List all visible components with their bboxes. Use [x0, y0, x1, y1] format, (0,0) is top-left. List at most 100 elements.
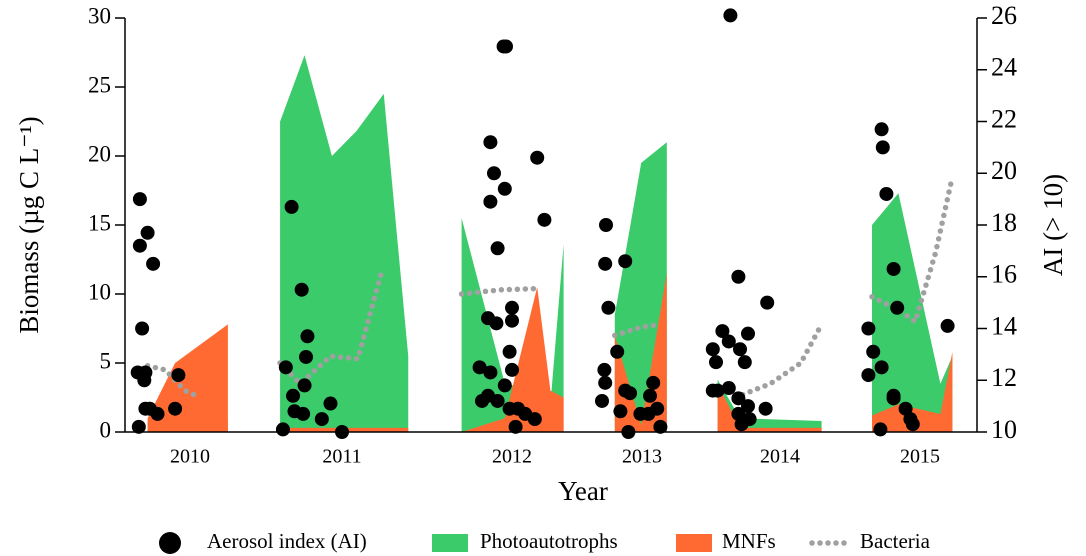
point — [741, 326, 755, 341]
point — [940, 318, 955, 333]
point — [861, 321, 876, 336]
point — [646, 375, 661, 390]
point — [505, 300, 519, 315]
point — [475, 393, 489, 408]
point — [472, 360, 487, 375]
point — [490, 393, 505, 408]
y2-tick-label: 10 — [991, 415, 1017, 444]
point — [737, 355, 752, 370]
point — [890, 300, 905, 315]
y-tick-label: 15 — [88, 210, 111, 235]
area — [147, 324, 228, 432]
point — [705, 383, 720, 398]
point — [873, 422, 888, 437]
point — [275, 422, 290, 437]
point — [294, 282, 309, 297]
point — [741, 399, 755, 414]
point — [487, 166, 501, 181]
lines — [144, 173, 956, 401]
point — [505, 313, 519, 328]
y-tick-label: 5 — [100, 348, 112, 373]
y2-tick-label: 20 — [991, 156, 1017, 185]
point — [483, 194, 498, 209]
point — [483, 365, 498, 380]
point — [721, 381, 736, 396]
x-axis-title: Year — [558, 476, 608, 506]
point — [643, 388, 657, 403]
point — [530, 150, 545, 165]
y-tick-label: 30 — [88, 3, 111, 28]
y2-tick-label: 16 — [991, 260, 1017, 289]
point — [140, 225, 155, 240]
legend-label: Aerosol index (AI) — [207, 529, 367, 553]
point — [132, 192, 147, 207]
point — [875, 140, 890, 155]
point — [886, 261, 901, 276]
point — [132, 238, 147, 253]
point — [489, 316, 504, 331]
legend-marker — [159, 532, 181, 554]
line — [277, 266, 386, 388]
y-tick-label: 10 — [88, 279, 111, 304]
point — [286, 388, 301, 403]
point — [866, 344, 881, 359]
point — [490, 241, 505, 256]
point — [168, 401, 183, 416]
point — [497, 181, 512, 196]
point — [300, 329, 315, 344]
point — [601, 300, 616, 315]
point — [641, 406, 656, 421]
point — [705, 342, 720, 357]
line — [458, 285, 543, 297]
point — [760, 295, 775, 310]
point — [758, 401, 773, 416]
point — [499, 39, 513, 54]
point — [135, 321, 150, 336]
legend-label: Photoautotrophs — [480, 529, 618, 553]
point — [721, 334, 736, 349]
point — [599, 218, 613, 232]
line — [869, 173, 956, 327]
point — [598, 256, 613, 271]
point — [323, 396, 338, 411]
points — [130, 8, 955, 439]
point — [146, 256, 161, 271]
point — [733, 342, 747, 357]
point — [505, 362, 519, 377]
y2-tick-label: 14 — [991, 311, 1017, 340]
y-tick-label: 20 — [88, 141, 111, 166]
x-tick-label: 2011 — [322, 446, 361, 468]
point — [131, 419, 146, 434]
y2-tick-label: 24 — [991, 53, 1017, 82]
y2-tick-label: 26 — [991, 1, 1017, 30]
point — [137, 373, 152, 388]
point — [171, 368, 186, 383]
point — [508, 419, 523, 434]
point — [537, 212, 552, 227]
point — [623, 386, 637, 401]
point — [653, 419, 668, 434]
point — [497, 378, 512, 393]
point — [874, 122, 889, 137]
point — [595, 393, 609, 408]
point — [502, 344, 517, 359]
point — [297, 378, 312, 393]
point — [731, 391, 746, 406]
point — [314, 412, 329, 427]
x-tick-label: 2010 — [170, 446, 210, 468]
point — [299, 349, 313, 364]
point — [715, 324, 730, 339]
y2-axis-title: AI (> 10) — [1038, 174, 1068, 276]
point — [278, 360, 293, 375]
x-tick-label: 2014 — [760, 446, 800, 468]
point — [284, 199, 299, 214]
point — [905, 417, 920, 432]
y2-tick-label: 22 — [991, 104, 1017, 133]
areas — [147, 55, 953, 432]
point — [618, 254, 633, 269]
point — [879, 186, 894, 201]
y-axis-title: Biomass (µg C L⁻¹) — [14, 116, 44, 333]
line — [732, 321, 825, 401]
point — [296, 406, 311, 421]
